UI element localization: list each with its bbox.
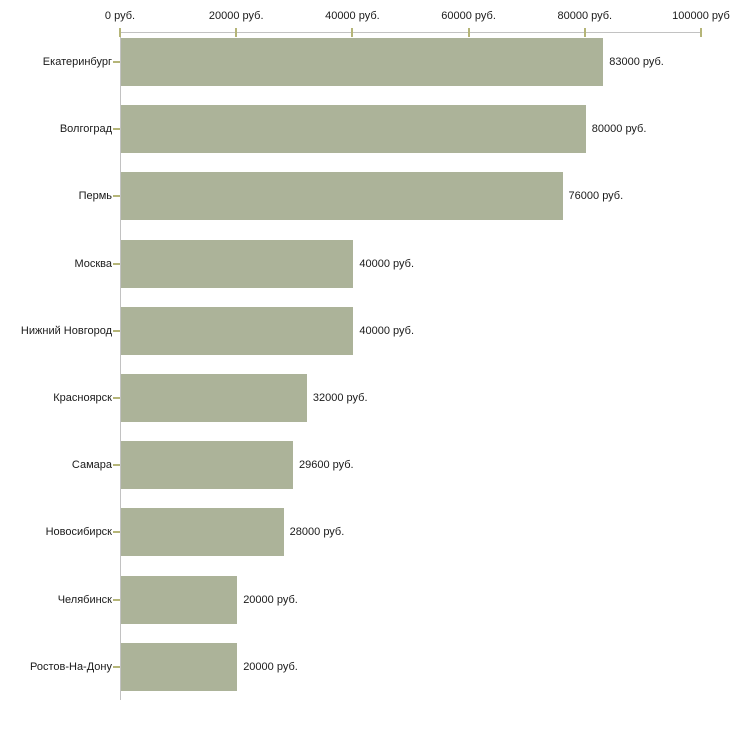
category-label: Челябинск (57, 593, 112, 606)
y-axis-tick-mark (113, 128, 120, 131)
bar (121, 105, 586, 154)
bar (121, 374, 307, 422)
y-axis-tick-mark (113, 665, 120, 668)
x-axis-tick-label: 0 руб. (104, 10, 136, 22)
x-axis-tick-label: 40000 руб. (325, 10, 380, 22)
bar (121, 306, 354, 355)
value-label: 80000 руб. (591, 123, 647, 136)
y-axis-tick-mark (113, 329, 120, 332)
category-label: Волгоград (59, 123, 112, 136)
category-label: Новосибирск (45, 526, 112, 539)
x-axis-line (120, 32, 702, 33)
value-label: 40000 руб. (359, 324, 415, 337)
value-label: 83000 руб. (609, 56, 664, 68)
x-axis-tick-mark (235, 28, 238, 37)
value-label: 20000 руб. (243, 660, 298, 673)
category-label: Нижний Новгород (20, 324, 112, 337)
x-axis-tick-mark (351, 28, 354, 37)
value-label: 29600 руб. (298, 459, 354, 472)
x-axis-tick-label: 80000 руб. (557, 10, 613, 22)
x-axis-tick-mark (700, 28, 702, 37)
y-axis-tick-mark (113, 531, 120, 534)
x-axis-tick-label: 20000 руб. (208, 10, 264, 22)
bar (121, 239, 354, 288)
value-label: 32000 руб. (312, 392, 368, 404)
category-label: Москва (74, 257, 112, 270)
y-axis-line (120, 32, 121, 700)
y-axis-tick-mark (113, 397, 120, 399)
y-axis-tick-mark (113, 195, 120, 198)
category-label: Красноярск (53, 392, 112, 404)
x-axis-tick-mark (467, 28, 470, 37)
bar (121, 172, 563, 221)
y-axis-tick-mark (113, 464, 120, 467)
bar (121, 508, 284, 557)
x-axis-tick-mark (119, 28, 121, 37)
category-label: Самара (71, 459, 112, 472)
value-label: 76000 руб. (568, 190, 624, 203)
x-axis-tick-label: 100000 руб (672, 10, 730, 22)
category-label: Екатеринбург (42, 56, 112, 68)
category-label: Ростов-На-Дону (29, 660, 112, 673)
y-axis-tick-mark (113, 598, 120, 601)
bar (121, 642, 238, 691)
value-label: 20000 руб. (243, 593, 298, 606)
value-label: 28000 руб. (289, 526, 345, 539)
y-axis-tick-mark (113, 61, 120, 63)
value-label: 40000 руб. (359, 257, 415, 270)
y-axis-tick-mark (113, 262, 120, 265)
x-axis-tick-mark (583, 28, 586, 37)
bar (121, 38, 604, 86)
category-label: Пермь (78, 190, 112, 203)
bar (121, 575, 238, 624)
bar (121, 441, 293, 490)
x-axis-tick-label: 60000 руб. (441, 10, 496, 22)
